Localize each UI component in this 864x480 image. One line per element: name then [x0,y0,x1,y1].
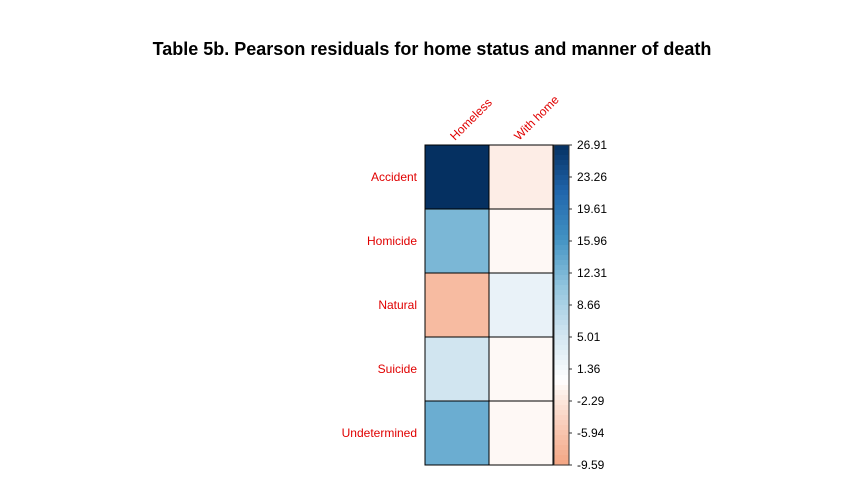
colorbar-segment [554,335,569,341]
heatmap-cell-homicide-homeless [424,208,490,274]
colorbar-segment [554,325,569,331]
colorbar-segment [554,420,569,426]
colorbar-segment [554,220,569,226]
colorbar-segment [554,395,569,401]
heatmap-cell-suicide-with-home [488,336,554,402]
colorbar-segment [554,455,569,461]
column-label-homeless: Homeless [447,95,495,143]
colorbar-segment [554,405,569,411]
colorbar-segment [554,415,569,421]
colorbar-segment [554,435,569,441]
colorbar-segment [554,235,569,241]
heatmap-cell-undetermined-with-home [488,400,554,466]
row-labels: Accident Homicide Natural Suicide Undetermin… [342,170,418,440]
colorbar-segment [554,365,569,371]
colorbar-tick-label: 1.36 [577,362,601,376]
heatmap-cell-natural-with-home [488,272,554,338]
colorbar-segment [554,190,569,196]
chart-title: Table 5b. Pearson residuals for home sta… [153,39,712,59]
colorbar-segment [554,295,569,301]
colorbar-tick-label: -5.94 [577,426,605,440]
colorbar-segment [554,410,569,416]
colorbar-segment [554,245,569,251]
colorbar-segment [554,310,569,316]
colorbar-segment [554,340,569,346]
colorbar-segment [554,355,569,361]
row-label-accident: Accident [371,170,418,184]
row-label-homicide: Homicide [367,234,417,248]
colorbar-tick-label: 5.01 [577,330,601,344]
heatmap-cell-suicide-homeless [424,336,490,402]
colorbar-segment [554,345,569,351]
colorbar-tick-label: -2.29 [577,394,605,408]
colorbar-segment [554,320,569,326]
colorbar-segment [554,180,569,186]
colorbar-segment [554,440,569,446]
heatmap-cell-accident-with-home [488,144,554,210]
colorbar-segment [554,230,569,236]
colorbar-segment [554,450,569,456]
colorbar-segment [554,460,569,466]
colorbar-segment [554,225,569,231]
column-label-with-home: With home [511,92,562,143]
colorbar-segment [554,205,569,211]
colorbar-tick-label: 23.26 [577,170,607,184]
colorbar-segment [554,400,569,406]
colorbar-tick-label: 8.66 [577,298,601,312]
colorbar-segment [554,145,569,151]
colorbar-segment [554,200,569,206]
colorbar-segment [554,255,569,261]
colorbar: 26.91 23.26 19.61 15.96 12.31 8.66 5.01 1.36 -2.… [553,138,607,472]
colorbar-tick-label: -9.59 [577,458,605,472]
heatmap-cells [424,144,554,466]
colorbar-segment [554,240,569,246]
colorbar-segment [554,155,569,161]
colorbar-segment [554,305,569,311]
colorbar-segment [554,215,569,221]
colorbar-segment [554,175,569,181]
colorbar-segment [554,275,569,281]
colorbar-segment [554,260,569,266]
colorbar-segment [554,185,569,191]
colorbar-segment [554,330,569,336]
colorbar-segment [554,270,569,276]
colorbar-segment [554,280,569,286]
colorbar-segment [554,195,569,201]
colorbar-segment [554,160,569,166]
colorbar-segment [554,360,569,366]
colorbar-segment [554,300,569,306]
colorbar-tick-label: 26.91 [577,138,607,152]
heatmap-cell-undetermined-homeless [424,400,490,466]
colorbar-segment [554,250,569,256]
colorbar-segment [554,425,569,431]
colorbar-segment [554,290,569,296]
colorbar-tick-label: 15.96 [577,234,607,248]
colorbar-segment [554,430,569,436]
row-label-natural: Natural [378,298,417,312]
colorbar-segment [554,170,569,176]
colorbar-segment [554,315,569,321]
colorbar-segment [554,265,569,271]
colorbar-segment [554,150,569,156]
row-label-suicide: Suicide [378,362,418,376]
colorbar-segment [554,210,569,216]
row-label-undetermined: Undetermined [342,426,417,440]
colorbar-segment [554,390,569,396]
colorbar-segment [554,165,569,171]
colorbar-segment [554,385,569,391]
column-labels: Homeless With home [447,92,562,143]
colorbar-segment [554,350,569,356]
heatmap-cell-natural-homeless [424,272,490,338]
colorbar-segment [554,370,569,376]
heatmap-cell-accident-homeless [424,144,490,210]
colorbar-segment [554,380,569,386]
heatmap-cell-homicide-with-home [488,208,554,274]
colorbar-tick-label: 19.61 [577,202,607,216]
colorbar-tick-label: 12.31 [577,266,607,280]
colorbar-segment [554,375,569,381]
colorbar-segment [554,445,569,451]
colorbar-segment [554,285,569,291]
